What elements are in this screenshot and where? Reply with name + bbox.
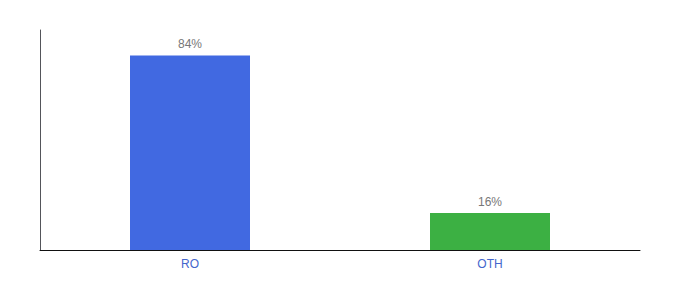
svg-text:RO: RO xyxy=(181,257,199,271)
svg-text:84%: 84% xyxy=(178,37,202,51)
svg-text:OTH: OTH xyxy=(477,257,502,271)
svg-text:16%: 16% xyxy=(478,195,502,209)
